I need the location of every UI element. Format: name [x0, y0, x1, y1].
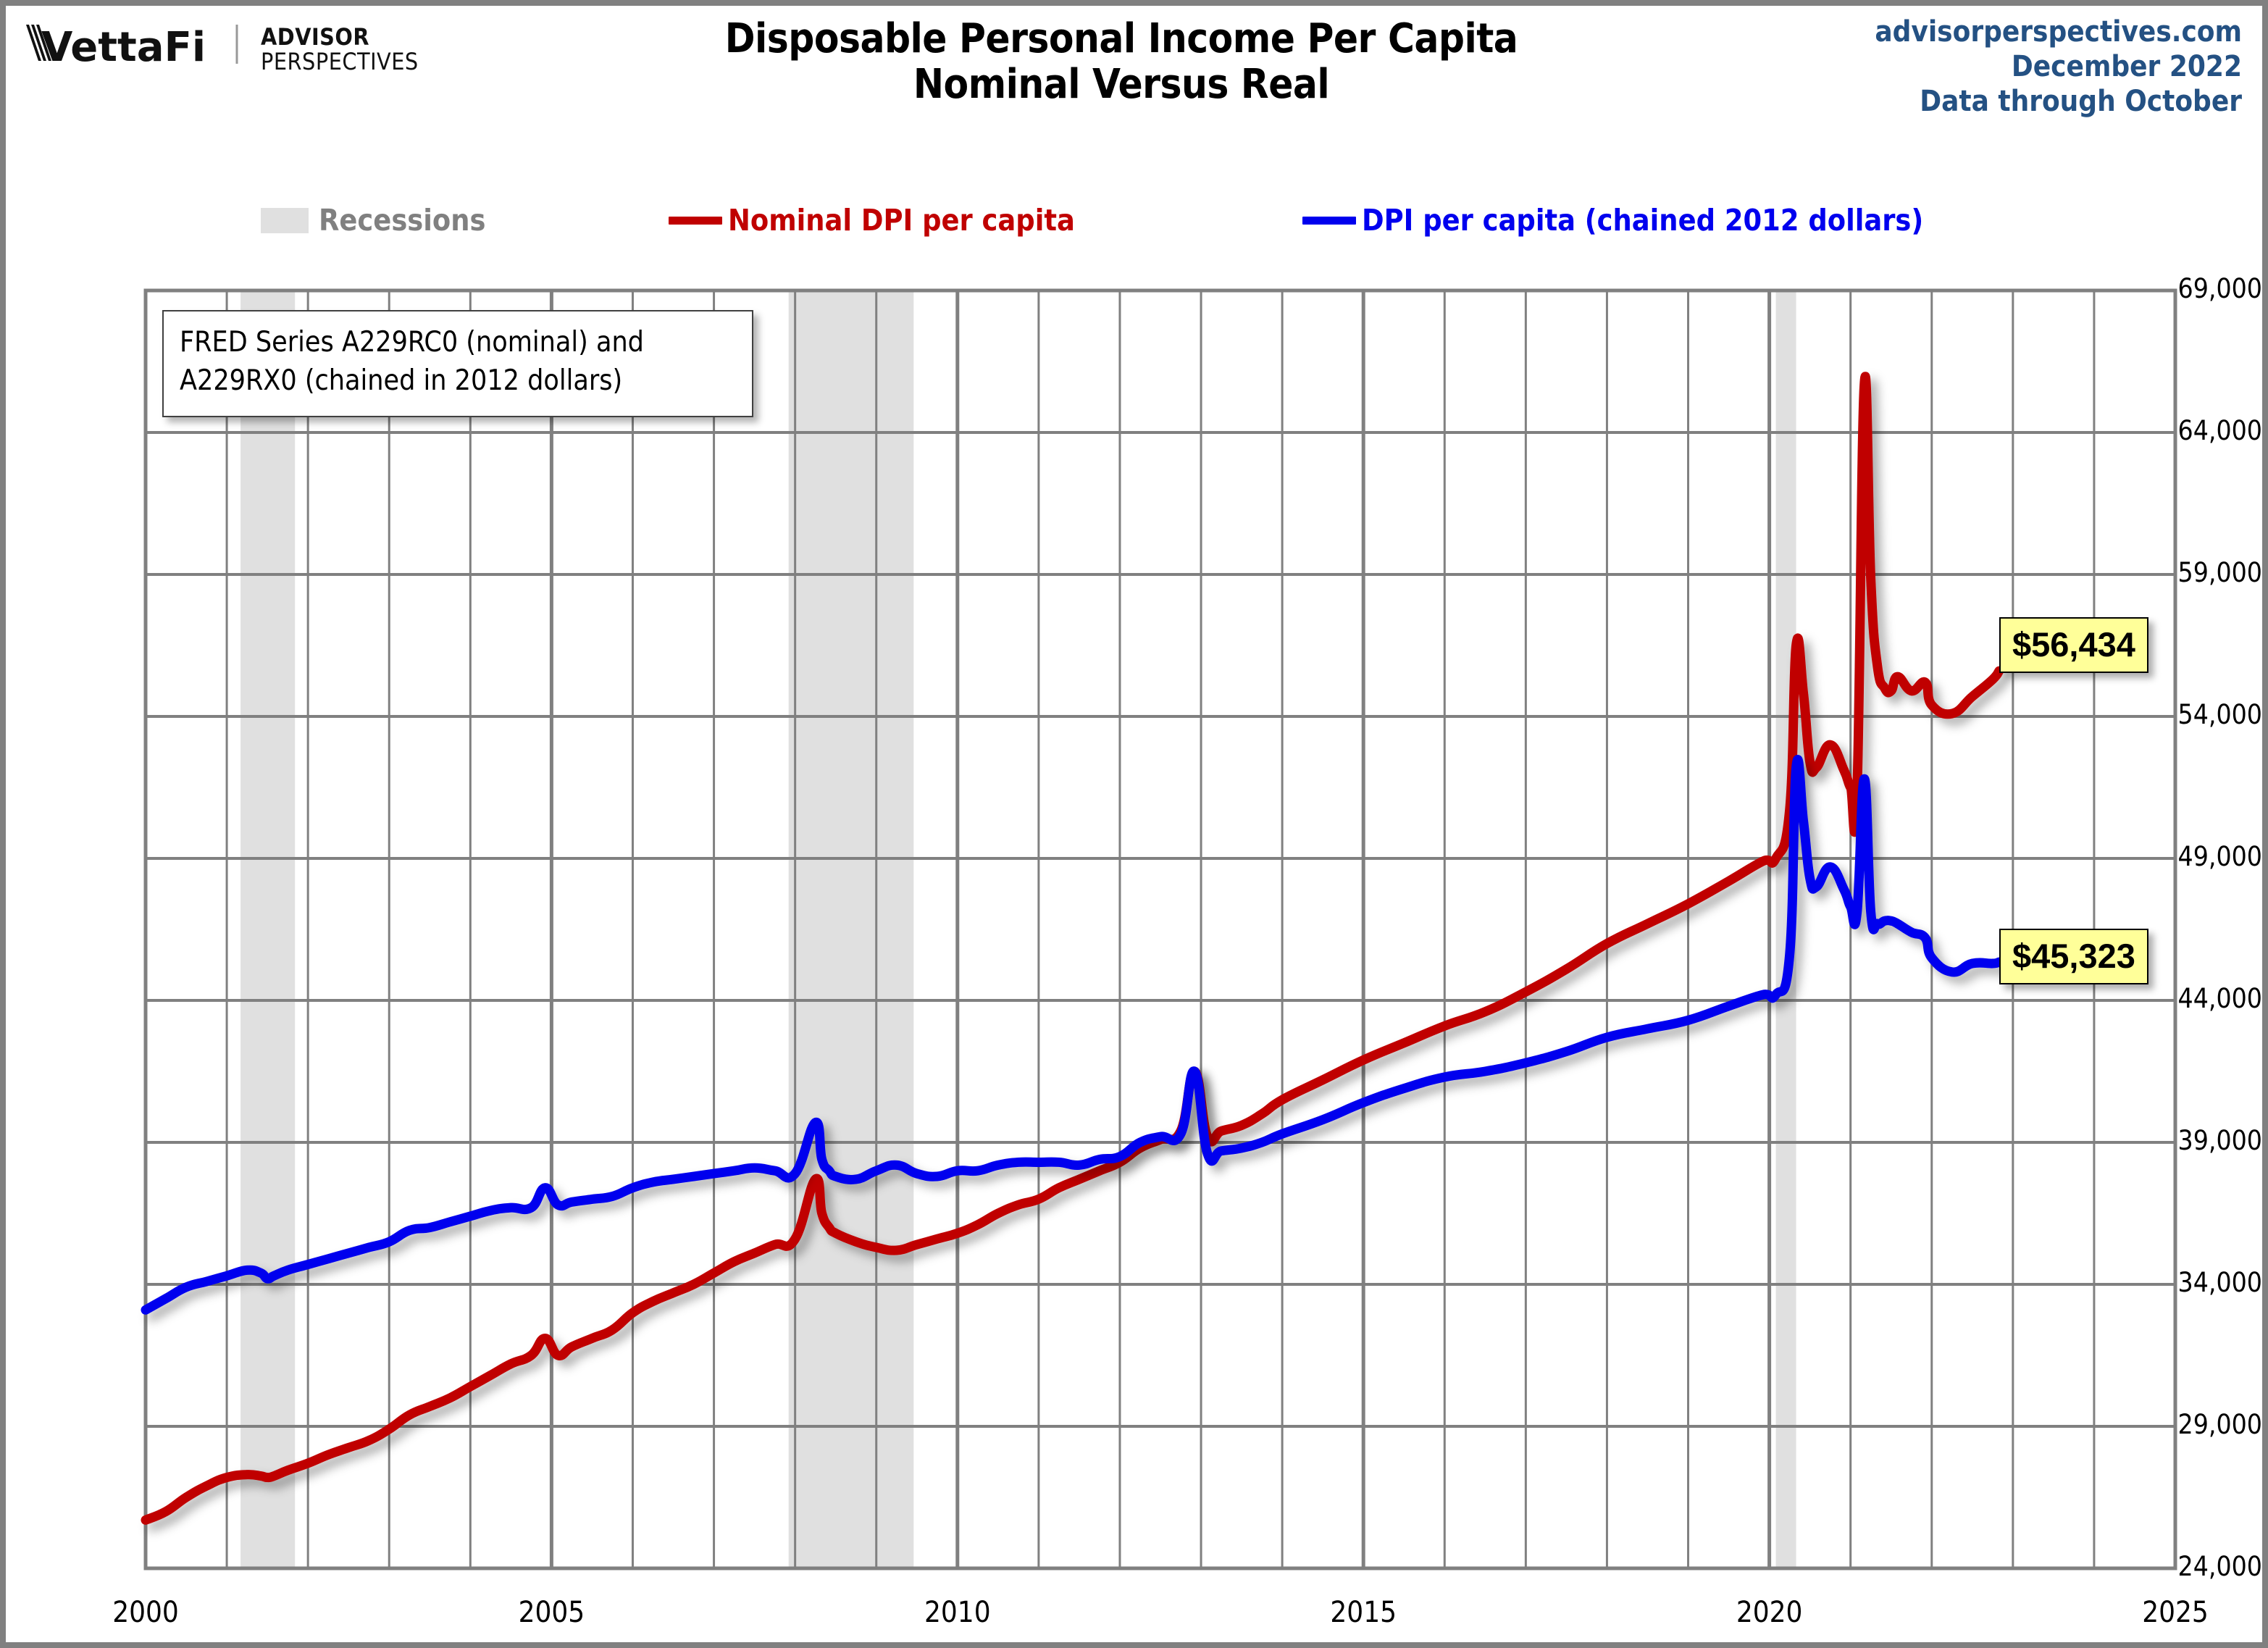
svg-text:ADVISOR: ADVISOR: [261, 23, 369, 51]
recession-bands: [240, 290, 1796, 1568]
legend-item-nominal: Nominal DPI per capita: [669, 203, 1075, 238]
svg-text:VettaFi: VettaFi: [41, 24, 206, 71]
y-tick-label: 39,000: [2177, 1125, 2262, 1156]
x-tick-label: 2020: [1736, 1596, 1803, 1629]
data-through: Data through October: [1920, 85, 2242, 118]
y-tick-label: 24,000: [2177, 1551, 2262, 1582]
source-website: advisorperspectives.com: [1875, 15, 2242, 49]
recession-2001: [240, 290, 296, 1568]
y-tick-label: 34,000: [2177, 1267, 2262, 1298]
series-line-real: [141, 755, 2004, 1315]
fred-series-annotation: FRED Series A229RC0 (nominal) and A229RX…: [162, 310, 753, 417]
data-series-group: [141, 372, 2004, 1525]
vettafi-advisor-perspectives-logo: VettaFi ADVISOR PERSPECTIVES: [22, 19, 427, 75]
x-tick-label: 2010: [924, 1596, 991, 1629]
recession-2008: [788, 290, 914, 1568]
nominal-line-swatch-icon: [669, 216, 722, 225]
legend-label-real: DPI per capita (chained 2012 dollars): [1362, 203, 1924, 238]
real-value-callout: $45,323: [1999, 929, 2148, 984]
source-meta: advisorperspectives.com December 2022 Da…: [1691, 14, 2242, 119]
chart-legend: Recessions Nominal DPI per capita DPI pe…: [6, 203, 2262, 248]
y-tick-label: 64,000: [2177, 415, 2262, 446]
legend-item-real: DPI per capita (chained 2012 dollars): [1302, 203, 1923, 238]
y-tick-label: 49,000: [2177, 841, 2262, 872]
y-tick-label: 54,000: [2177, 699, 2262, 730]
x-tick-label: 2005: [518, 1596, 585, 1629]
legend-label-recessions: Recessions: [319, 203, 486, 238]
chart-title-line1: Disposable Personal Income Per Capita: [724, 15, 1518, 62]
y-tick-label: 29,000: [2177, 1409, 2262, 1440]
series-line-nominal: [141, 372, 2004, 1525]
y-tick-label: 59,000: [2177, 557, 2262, 588]
annotation-line1: FRED Series A229RC0 (nominal) and: [180, 326, 644, 359]
chart-title-line2: Nominal Versus Real: [913, 61, 1330, 108]
chart-plot: [141, 288, 2177, 1570]
annotation-line2: A229RX0 (chained in 2012 dollars): [180, 364, 623, 397]
x-tick-label: 2025: [2142, 1596, 2209, 1629]
svg-text:PERSPECTIVES: PERSPECTIVES: [261, 48, 419, 75]
nominal-value-callout: $56,434: [1999, 617, 2148, 673]
x-tick-label: 2000: [112, 1596, 179, 1629]
legend-label-nominal: Nominal DPI per capita: [728, 203, 1075, 238]
publication-date: December 2022: [2011, 50, 2242, 83]
y-tick-label: 69,000: [2177, 273, 2262, 304]
recession-swatch-icon: [261, 207, 309, 233]
plot-frame: [143, 288, 2177, 1570]
chart-title: Disposable Personal Income Per Capita No…: [498, 16, 1744, 107]
legend-item-recessions: Recessions: [261, 203, 485, 238]
x-tick-label: 2015: [1330, 1596, 1397, 1629]
real-line-swatch-icon: [1302, 216, 1356, 225]
y-tick-label: 44,000: [2177, 983, 2262, 1014]
